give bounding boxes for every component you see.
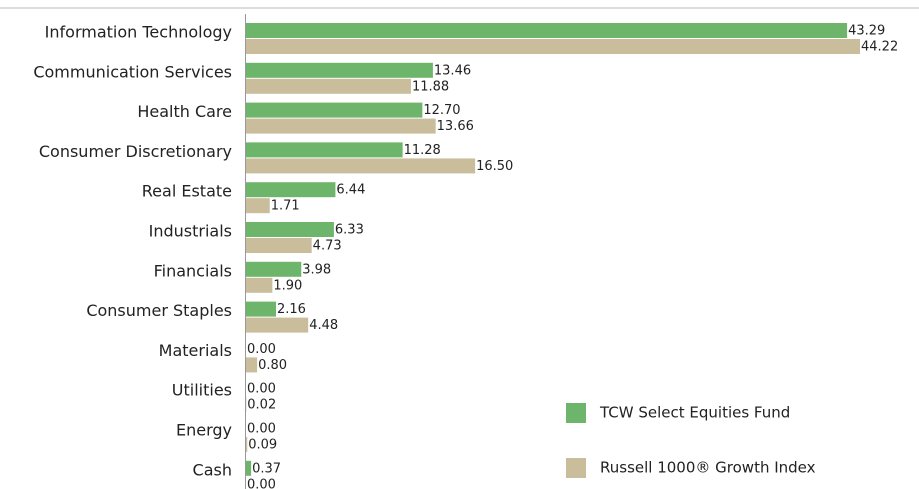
category-label: Communication Services [33,62,232,81]
value-label: 3.98 [302,262,331,277]
bar [246,142,403,158]
bar [246,158,476,174]
value-label: 11.88 [412,79,449,94]
value-label: 4.48 [309,318,338,333]
bar [246,261,302,277]
category-label: Consumer Staples [86,301,232,320]
category-label: Cash [193,460,232,479]
value-label: 2.16 [277,302,306,317]
category-label: Financials [154,261,232,280]
bar [246,317,309,333]
bar [246,102,423,118]
value-label: 6.33 [335,223,364,238]
category-label: Real Estate [142,182,232,201]
value-label: 0.00 [247,477,276,489]
value-label: 12.70 [423,103,460,118]
category-label: Industrials [149,222,232,241]
category-label: Information Technology [45,23,232,42]
value-label: 0.02 [247,398,276,413]
value-label: 0.09 [248,438,277,453]
bar [246,39,860,54]
bar [246,118,436,134]
value-label: 0.00 [247,422,276,437]
value-label: 1.90 [273,278,302,293]
bar [246,182,336,198]
value-label: 44.22 [861,40,898,55]
value-label: 0.00 [247,382,276,397]
value-label: 1.71 [271,199,300,214]
bar [246,198,270,214]
legend-label: TCW Select Equities Fund [599,404,790,422]
value-label: 6.44 [336,183,365,198]
value-label: 0.00 [247,342,276,357]
value-label: 13.66 [437,119,474,134]
value-label: 13.46 [434,63,471,78]
bar [246,62,433,78]
legend-swatch [566,458,586,478]
bar [246,357,258,373]
category-label: Utilities [172,381,232,400]
value-label: 0.37 [252,461,281,476]
bar [246,437,248,452]
value-label: 11.28 [404,143,441,158]
category-label: Health Care [137,102,232,121]
bar [246,460,252,476]
category-label: Materials [159,341,232,360]
bar [246,23,848,38]
bar [246,277,273,293]
value-label: 0.80 [258,358,287,373]
legend-label: Russell 1000® Growth Index [600,459,816,477]
legend-swatch [566,403,586,423]
value-label: 43.29 [848,24,885,39]
value-label: 4.73 [313,239,342,254]
category-label: Energy [176,421,232,440]
bar [246,78,411,94]
bar [246,238,312,253]
value-label: 16.50 [476,159,513,174]
category-label: Consumer Discretionary [39,142,232,161]
bar [246,301,276,317]
bar [246,222,334,237]
